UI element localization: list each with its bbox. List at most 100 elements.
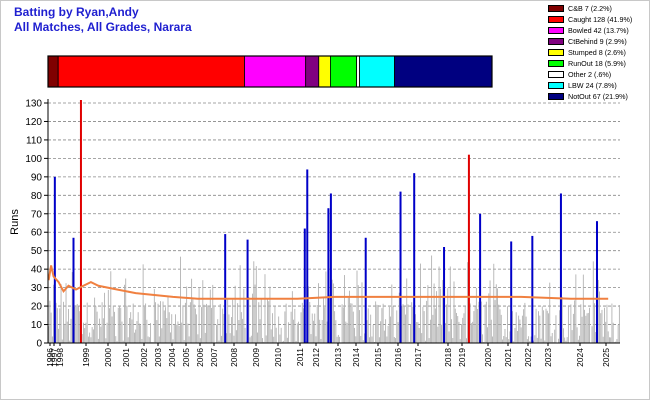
innings-bar bbox=[530, 336, 532, 343]
innings-bar bbox=[83, 322, 84, 343]
innings-bar bbox=[370, 314, 372, 343]
legend-label: CtBehind 9 (2.9%) bbox=[568, 37, 627, 46]
innings-bar bbox=[178, 325, 180, 343]
innings-bar bbox=[76, 303, 78, 343]
highlight-innings-bar bbox=[329, 193, 332, 343]
innings-bar bbox=[257, 332, 258, 343]
innings-bar bbox=[191, 278, 193, 343]
y-tick-label: 70 bbox=[31, 209, 43, 220]
innings-bar bbox=[403, 305, 405, 343]
innings-bar bbox=[326, 321, 328, 343]
innings-bar bbox=[273, 336, 275, 343]
innings-bar bbox=[116, 341, 118, 343]
x-tick-label: 2025 bbox=[601, 348, 611, 367]
highlight-innings-bar bbox=[327, 208, 330, 343]
innings-bar bbox=[525, 316, 527, 343]
legend-label: Other 2 (.6%) bbox=[568, 70, 612, 79]
innings-bar bbox=[454, 308, 456, 343]
innings-bar bbox=[239, 265, 241, 343]
innings-bar bbox=[514, 327, 516, 343]
innings-bar bbox=[565, 340, 567, 343]
innings-bar bbox=[604, 307, 605, 343]
innings-bar bbox=[237, 303, 239, 343]
innings-bar bbox=[50, 312, 52, 343]
innings-bar bbox=[575, 274, 577, 343]
innings-bar bbox=[480, 301, 482, 343]
y-tick-label: 0 bbox=[36, 339, 42, 350]
innings-bar bbox=[369, 337, 370, 343]
innings-bar bbox=[132, 303, 134, 343]
innings-bar bbox=[498, 304, 500, 343]
innings-bar bbox=[461, 324, 462, 343]
innings-bar bbox=[558, 338, 559, 343]
innings-bar bbox=[153, 289, 155, 343]
innings-bar bbox=[429, 319, 431, 343]
innings-bar bbox=[605, 321, 607, 343]
highlight-innings-bar bbox=[531, 235, 534, 343]
innings-bar bbox=[166, 318, 168, 343]
highlight-innings-bar bbox=[224, 234, 227, 343]
x-tick-label: 2021 bbox=[503, 348, 513, 367]
innings-bar bbox=[518, 315, 520, 343]
innings-bar bbox=[94, 297, 96, 343]
innings-bar bbox=[485, 301, 487, 343]
innings-bar bbox=[65, 283, 67, 343]
innings-bar bbox=[105, 338, 107, 343]
innings-bar bbox=[253, 261, 255, 343]
y-tick-label: 50 bbox=[31, 246, 43, 257]
innings-bar bbox=[298, 321, 299, 343]
dismissal-segment bbox=[57, 55, 245, 88]
dismissal-segment bbox=[318, 55, 331, 88]
innings-bar bbox=[204, 332, 206, 343]
legend-swatch bbox=[548, 60, 564, 67]
x-tick-label: 2003 bbox=[153, 348, 163, 367]
innings-bar bbox=[372, 324, 374, 343]
innings-bar bbox=[516, 330, 518, 343]
innings-bar bbox=[61, 339, 63, 343]
innings-bar bbox=[217, 319, 219, 343]
innings-bar bbox=[427, 285, 429, 343]
innings-bar bbox=[470, 323, 472, 343]
innings-bar bbox=[193, 304, 195, 343]
innings-bar bbox=[584, 309, 585, 343]
innings-bar bbox=[361, 282, 363, 343]
innings-bar bbox=[617, 324, 619, 343]
innings-bar bbox=[175, 314, 176, 343]
innings-bar bbox=[458, 321, 460, 343]
innings-bar bbox=[48, 326, 50, 343]
innings-bar bbox=[275, 327, 277, 343]
innings-bar bbox=[321, 320, 323, 343]
innings-bar bbox=[567, 305, 569, 343]
innings-bar bbox=[131, 319, 133, 343]
innings-bar bbox=[213, 306, 215, 343]
innings-bar bbox=[444, 322, 446, 343]
innings-bar bbox=[345, 321, 347, 343]
legend-item: Bowled 42 (13.7%) bbox=[548, 26, 648, 37]
innings-bar bbox=[487, 327, 489, 343]
innings-bar bbox=[554, 329, 556, 343]
innings-bar bbox=[421, 333, 423, 343]
innings-bar bbox=[309, 301, 311, 343]
innings-bar bbox=[490, 319, 492, 343]
innings-bar bbox=[608, 337, 610, 343]
innings-bar bbox=[150, 323, 152, 343]
dismissal-segment bbox=[394, 55, 493, 88]
innings-bar bbox=[559, 310, 561, 343]
x-tick-label: 2006 bbox=[195, 348, 205, 367]
innings-bar bbox=[405, 314, 406, 343]
innings-bar bbox=[233, 335, 235, 343]
highlight-innings-bar bbox=[364, 237, 367, 343]
innings-bar bbox=[492, 336, 493, 343]
x-tick-label: 2012 bbox=[311, 348, 321, 367]
innings-bar bbox=[109, 308, 110, 343]
legend-item: Caught 128 (41.9%) bbox=[548, 15, 648, 26]
innings-bar bbox=[536, 337, 538, 343]
innings-bar bbox=[387, 325, 389, 343]
innings-bar bbox=[325, 271, 327, 343]
innings-bar bbox=[192, 298, 194, 343]
innings-bar bbox=[474, 306, 476, 343]
legend-swatch bbox=[548, 49, 564, 56]
innings-bar bbox=[451, 319, 452, 343]
x-tick-label: 1997 bbox=[49, 348, 59, 367]
x-tick-label: 2007 bbox=[209, 348, 219, 367]
